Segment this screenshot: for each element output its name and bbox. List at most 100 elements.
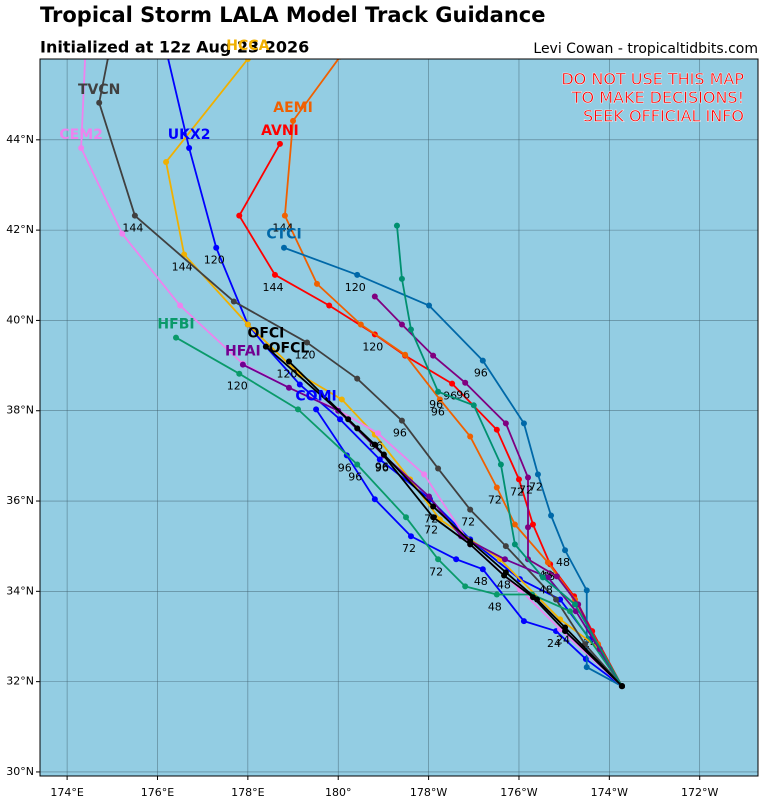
track-point xyxy=(407,533,414,540)
warning-line: TO MAKE DECISIONS! xyxy=(571,88,744,107)
track-point xyxy=(244,321,251,328)
x-tick-label: 172°W xyxy=(681,786,718,799)
track-point xyxy=(426,493,433,500)
credit: Levi Cowan - tropicaltidbits.com xyxy=(533,41,758,57)
track-point xyxy=(544,559,551,566)
track-point xyxy=(119,230,126,237)
track-line xyxy=(315,408,623,687)
forecast-hour-label: 48 xyxy=(539,583,553,596)
warning-line: SEEK OFFICIAL INFO xyxy=(583,107,744,126)
track-point xyxy=(371,496,378,503)
x-tick-label: 180° xyxy=(325,786,352,799)
track-point xyxy=(313,406,320,413)
track-point xyxy=(131,212,138,219)
model-name: HCCA xyxy=(226,38,269,54)
forecast-hour-label: 72 xyxy=(424,512,438,525)
model-name: HFAI xyxy=(225,344,261,360)
track-point xyxy=(453,556,460,563)
model-name: OFCI xyxy=(247,326,284,342)
track-point xyxy=(163,158,170,165)
track-point xyxy=(497,461,504,468)
forecast-hour-label: 144 xyxy=(272,222,293,235)
forecast-hour-label: 48 xyxy=(556,556,570,569)
track-point xyxy=(338,396,345,403)
y-tick-label: 30°N xyxy=(6,765,34,778)
y-tick-label: 32°N xyxy=(6,675,34,688)
y-tick-label: 40°N xyxy=(6,313,34,326)
track-point xyxy=(326,302,333,309)
track-point xyxy=(515,476,522,483)
track-point xyxy=(285,358,292,365)
track-point xyxy=(467,433,474,440)
track-point xyxy=(236,212,243,219)
track-line xyxy=(396,225,623,687)
track-point xyxy=(435,556,442,563)
track-point xyxy=(553,573,560,580)
track-point xyxy=(467,538,474,545)
forecast-hour-label: 96 xyxy=(338,461,352,474)
track-point xyxy=(479,566,486,573)
track-point xyxy=(398,417,405,424)
track-point xyxy=(313,280,320,287)
track-point xyxy=(511,521,518,528)
track-point xyxy=(462,379,469,386)
forecast-hour-label: 120 xyxy=(345,281,366,294)
track-point xyxy=(262,343,269,350)
track-point xyxy=(78,144,85,151)
track-point xyxy=(436,396,443,403)
track-point xyxy=(354,271,361,278)
track-point xyxy=(502,420,509,427)
y-tick-label: 42°N xyxy=(6,223,34,236)
model-name: CTCI xyxy=(266,227,301,243)
y-tick-label: 36°N xyxy=(6,494,34,507)
track-point xyxy=(544,574,551,581)
forecast-hour-label: 120 xyxy=(204,254,225,267)
track-point xyxy=(281,212,288,219)
x-tick-label: 178°W xyxy=(410,786,447,799)
track-point xyxy=(493,426,500,433)
forecast-hour-label: 96 xyxy=(456,389,470,402)
subtitle: Initialized at 12z Aug 23 2026 xyxy=(40,38,309,57)
forecast-hour-label: 72 xyxy=(510,485,524,498)
track-point xyxy=(244,59,251,62)
track-point xyxy=(493,484,500,491)
forecast-hour-label: 96 xyxy=(393,427,407,440)
track-point xyxy=(562,624,569,631)
track-point xyxy=(186,144,193,151)
track-point xyxy=(525,524,532,531)
forecast-hour-label: 72 xyxy=(429,565,443,578)
track-point xyxy=(430,352,437,359)
track-point xyxy=(501,556,508,563)
forecast-hour-label: 96 xyxy=(348,470,362,483)
y-tick-label: 38°N xyxy=(6,404,34,417)
warning-line: DO NOT USE THIS MAP xyxy=(561,70,744,89)
track-point xyxy=(354,461,361,468)
forecast-hour-label: 72 xyxy=(424,523,438,536)
track-point xyxy=(548,512,555,519)
track-point xyxy=(426,302,433,309)
track-point xyxy=(285,384,292,391)
track-point xyxy=(525,474,532,481)
track-point xyxy=(177,302,184,309)
track-point xyxy=(467,506,474,513)
track-point xyxy=(357,321,364,328)
track-point xyxy=(539,574,546,581)
forecast-hour-label: 144 xyxy=(172,261,193,274)
forecast-hour-label: 48 xyxy=(488,600,502,613)
forecast-hour-label: 72 xyxy=(519,484,533,497)
forecast-hour-label: 96 xyxy=(375,461,389,474)
track-point xyxy=(520,420,527,427)
grid xyxy=(40,59,758,776)
track-point xyxy=(582,656,589,663)
model-name: UKX2 xyxy=(168,127,211,143)
x-tick-label: 174°W xyxy=(591,786,628,799)
model-name: CEM2 xyxy=(59,127,103,143)
forecast-hour-label: 24 xyxy=(556,633,570,646)
forecast-hour-label: 72 xyxy=(402,542,416,555)
model-name: AVNI xyxy=(261,123,299,139)
track-point xyxy=(398,321,405,328)
track-point xyxy=(239,361,246,368)
track-point xyxy=(402,351,409,358)
forecast-hour-label: 48 xyxy=(474,575,488,588)
